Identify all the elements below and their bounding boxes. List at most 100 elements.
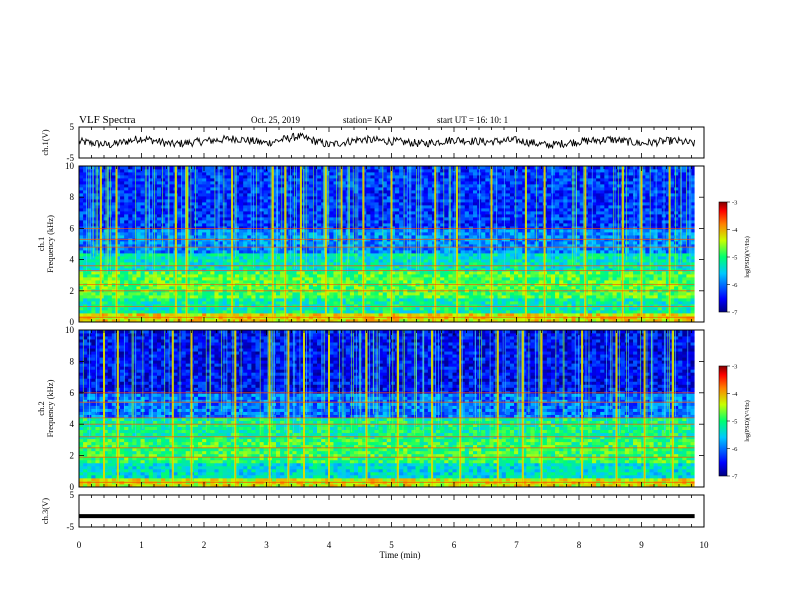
spectrogram-cell	[243, 229, 248, 233]
spectrogram-cell	[206, 316, 211, 320]
spectrogram-cell	[308, 274, 314, 278]
spectrogram-cell	[579, 265, 585, 269]
spectrogram-cell	[177, 301, 182, 305]
spectrogram-cell	[485, 304, 490, 308]
spectrogram-cell	[189, 280, 195, 284]
spectrogram-cell	[214, 265, 219, 269]
spectrogram-cell	[210, 226, 215, 230]
spectrogram-cell	[304, 259, 310, 263]
spectrogram-cell	[280, 256, 285, 260]
spectrogram-cell	[374, 319, 379, 323]
spectrogram-cell	[333, 259, 338, 263]
spectrogram-cell	[239, 310, 244, 314]
spectrogram-cell	[686, 268, 691, 272]
spectrogram-cell	[509, 319, 515, 323]
spectrogram-cell	[234, 307, 240, 311]
spectrogram-cell	[251, 292, 256, 296]
spectrogram-cell	[152, 316, 158, 320]
spectrogram-cell	[284, 277, 289, 281]
spectrogram-cell	[431, 280, 437, 284]
spectrogram-cell	[312, 262, 318, 266]
spectrogram-cell	[436, 235, 441, 239]
spectrogram-cell	[497, 259, 503, 263]
ch1-waveform-line	[78, 131, 696, 149]
spectrogram-cell	[407, 301, 412, 305]
spectrogram-cell	[407, 295, 412, 299]
spectrogram-cell	[440, 265, 445, 269]
spectrogram-cell	[624, 253, 630, 257]
spectrogram-cell	[120, 304, 125, 308]
spectrogram-cell	[247, 298, 252, 302]
spectrogram-cell	[358, 256, 363, 260]
spectrogram-cell	[132, 292, 137, 296]
spectrogram-cell	[358, 304, 363, 308]
spectrogram-cell	[362, 253, 367, 257]
spectrogram-cell	[604, 319, 609, 323]
spectrogram-cell	[169, 244, 174, 248]
spectrogram-cell	[518, 250, 523, 254]
spectrogram-cell	[563, 235, 568, 239]
spectrogram-cell	[522, 310, 527, 314]
spectrogram-cell	[682, 268, 687, 272]
spectrogram-cell	[280, 241, 285, 245]
spectrogram-cell	[267, 301, 273, 305]
spectrogram-cell	[550, 244, 556, 248]
spectrogram-cell	[378, 244, 384, 248]
spectrogram-cell	[546, 295, 552, 299]
spectrogram-cell	[477, 307, 482, 311]
spectrogram-cell	[79, 265, 84, 269]
spectrogram-cell	[83, 301, 88, 305]
spectrogram-cell	[386, 313, 392, 317]
spectrogram-cell	[321, 265, 326, 269]
spectrogram-cell	[161, 265, 166, 269]
spectrogram-cell	[267, 229, 273, 233]
spectrogram-cell	[214, 253, 219, 257]
spectrogram-cell	[612, 307, 618, 311]
spectrogram-cell	[136, 247, 141, 251]
spectrogram-cell	[325, 268, 330, 272]
spectrogram-cell	[189, 244, 195, 248]
spectrogram-cell	[657, 274, 663, 278]
start-time-label: start UT = 16: 10: 1	[437, 115, 508, 125]
spectrogram-cell	[148, 253, 154, 257]
spectrogram-cell	[592, 226, 597, 230]
spectrogram-cell	[678, 316, 683, 320]
spectrogram-cell	[378, 241, 384, 245]
spectrogram-cell	[616, 298, 622, 302]
spectrogram-cell	[493, 226, 499, 230]
spectrogram-cell	[427, 301, 433, 305]
spectrogram-cell	[300, 286, 306, 290]
spectrogram-cell	[267, 298, 273, 302]
spectrogram-cell	[271, 319, 277, 323]
spectrogram-cell	[686, 271, 691, 275]
spectrogram-cell	[481, 229, 486, 233]
spectrogram-cell	[111, 313, 117, 317]
spectrogram-cell	[665, 265, 671, 269]
spectrogram-cell	[267, 256, 273, 260]
spectrogram-cell	[255, 265, 260, 269]
spectrogram-cell	[473, 280, 478, 284]
spectrogram-cell	[579, 277, 585, 281]
spectrogram-cell	[538, 250, 544, 254]
spectrogram-cell	[317, 235, 322, 239]
spectrogram-cell	[604, 235, 609, 239]
spectrogram-cell	[575, 319, 581, 323]
spectrogram-cell	[87, 280, 92, 284]
spectrogram-cell	[592, 301, 597, 305]
spectrogram-cell	[349, 268, 355, 272]
spectrogram-cell	[255, 250, 260, 254]
spectrogram-cell	[378, 250, 384, 254]
spectrogram-cell	[136, 223, 141, 227]
spectrogram-cell	[608, 307, 613, 311]
spectrogram-cell	[464, 241, 470, 245]
spectrogram-cell	[399, 277, 404, 281]
spectrogram-cell	[267, 235, 273, 239]
spectrogram-cell	[649, 295, 654, 299]
spectrogram-cell	[152, 256, 158, 260]
spectrogram-cell	[247, 280, 252, 284]
spectrogram-cell	[464, 313, 470, 317]
spectrogram-cell	[456, 310, 462, 314]
spectrogram-cell	[399, 319, 404, 323]
spectrogram-cell	[132, 247, 137, 251]
spectrogram-cell	[341, 244, 347, 248]
